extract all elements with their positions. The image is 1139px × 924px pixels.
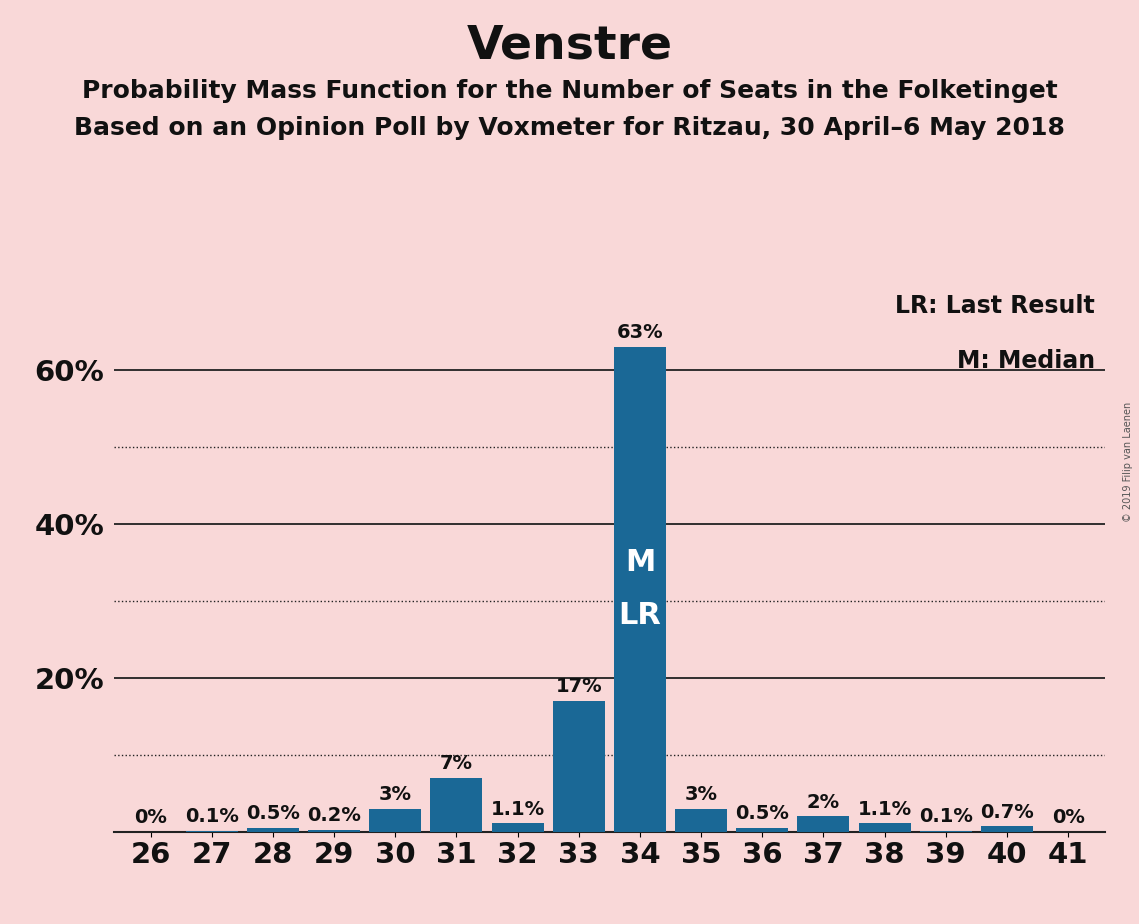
Text: LR: Last Result: LR: Last Result	[895, 294, 1095, 318]
Text: 0%: 0%	[1051, 808, 1084, 827]
Text: 2%: 2%	[806, 793, 841, 811]
Text: 0.1%: 0.1%	[919, 808, 973, 826]
Bar	[247, 828, 298, 832]
Text: © 2019 Filip van Laenen: © 2019 Filip van Laenen	[1123, 402, 1133, 522]
Text: Probability Mass Function for the Number of Seats in the Folketinget: Probability Mass Function for the Number…	[82, 79, 1057, 103]
Text: LR: LR	[618, 602, 662, 630]
Text: 0.1%: 0.1%	[185, 808, 239, 826]
Text: 0.7%: 0.7%	[980, 803, 1034, 821]
Bar	[859, 823, 910, 832]
Bar	[552, 700, 605, 832]
Text: M: M	[625, 548, 655, 577]
Text: Based on an Opinion Poll by Voxmeter for Ritzau, 30 April–6 May 2018: Based on an Opinion Poll by Voxmeter for…	[74, 116, 1065, 140]
Text: 0.2%: 0.2%	[308, 807, 361, 825]
Bar	[675, 808, 727, 832]
Text: 17%: 17%	[556, 677, 603, 696]
Text: 0.5%: 0.5%	[736, 804, 789, 823]
Text: 0%: 0%	[134, 808, 167, 827]
Bar	[736, 828, 788, 832]
Bar	[797, 816, 850, 832]
Text: 1.1%: 1.1%	[858, 799, 911, 819]
Text: 3%: 3%	[379, 784, 412, 804]
Text: 1.1%: 1.1%	[491, 799, 544, 819]
Bar	[369, 808, 421, 832]
Bar	[309, 830, 360, 832]
Bar	[981, 826, 1033, 832]
Text: 3%: 3%	[685, 784, 718, 804]
Text: 63%: 63%	[616, 322, 663, 342]
Text: Venstre: Venstre	[467, 23, 672, 68]
Text: M: Median: M: Median	[957, 349, 1095, 373]
Bar	[614, 346, 666, 832]
Bar	[431, 778, 483, 832]
Text: 7%: 7%	[440, 754, 473, 773]
Text: 0.5%: 0.5%	[246, 804, 300, 823]
Bar	[492, 823, 543, 832]
